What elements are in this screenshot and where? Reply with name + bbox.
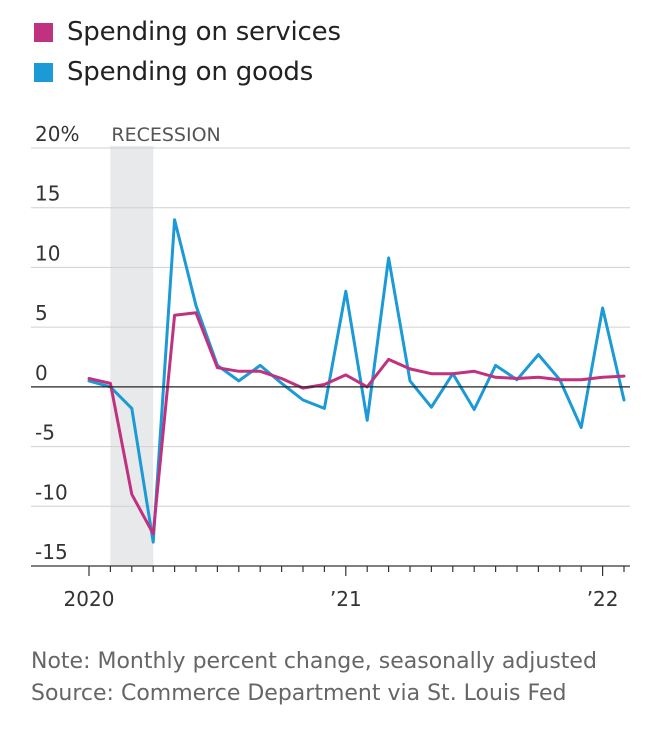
x-tick-label: ’22 <box>587 587 619 611</box>
legend-swatch-goods <box>34 62 53 82</box>
y-tick-label: -15 <box>35 540 68 564</box>
legend-label-goods: Spending on goods <box>67 57 314 87</box>
y-tick-label: 5 <box>35 301 48 325</box>
y-tick-label: 0 <box>35 361 48 385</box>
y-tick-label: -5 <box>35 421 55 445</box>
y-tick-label: 20% <box>35 122 79 146</box>
legend-item-goods: Spending on goods <box>34 52 341 92</box>
series-line-goods <box>87 218 626 544</box>
legend-swatch-services <box>34 22 53 42</box>
source-text: Source: Commerce Department via St. Loui… <box>31 681 567 706</box>
series-line-services <box>87 311 626 536</box>
legend-label-services: Spending on services <box>67 17 341 47</box>
legend-item-services: Spending on services <box>34 12 341 52</box>
x-tick-label: ’21 <box>330 587 362 611</box>
y-tick-label: 10 <box>35 241 60 265</box>
y-tick-label: -10 <box>35 480 68 504</box>
recession-label: RECESSION <box>111 124 220 146</box>
chart-notes: Note: Monthly percent change, seasonally… <box>31 646 597 710</box>
legend: Spending on services Spending on goods <box>34 12 341 92</box>
y-tick-label: 15 <box>35 182 60 206</box>
note-text: Note: Monthly percent change, seasonally… <box>31 649 597 674</box>
x-tick-label: 2020 <box>64 587 115 611</box>
